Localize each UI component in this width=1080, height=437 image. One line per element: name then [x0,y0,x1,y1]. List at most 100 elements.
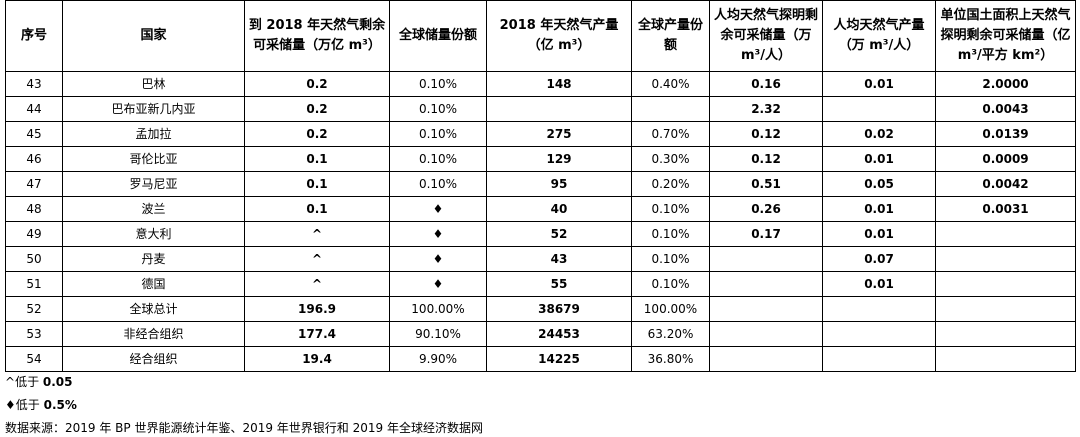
cell-reserves: 0.2 [244,71,390,97]
cell-reserves-per-capita: 0.16 [709,71,823,97]
cell-country: 孟加拉 [62,121,245,147]
table-row: 52 全球总计 196.9 100.00% 38679 100.00% [5,296,1076,322]
cell-production [486,96,632,122]
cell-production: 95 [486,171,632,197]
cell-country: 德国 [62,271,245,297]
cell-index: 54 [5,346,63,372]
table-row: 43 巴林 0.2 0.10% 148 0.40% 0.16 0.01 2.0000 [5,71,1076,97]
cell-reserve-share: 0.10% [389,171,487,197]
cell-reserves: 0.2 [244,96,390,122]
cell-reserves-per-capita: 0.26 [709,196,823,222]
cell-production-per-capita: 0.05 [822,171,936,197]
header-index: 序号 [5,0,63,72]
cell-reserves-per-area [935,271,1076,297]
cell-index: 45 [5,121,63,147]
cell-production-per-capita: 0.01 [822,221,936,247]
cell-reserve-share: 0.10% [389,146,487,172]
cell-reserves-per-area: 2.0000 [935,71,1076,97]
table-row: 47 罗马尼亚 0.1 0.10% 95 0.20% 0.51 0.05 0.0042 [5,171,1076,197]
cell-index: 43 [5,71,63,97]
cell-production: 14225 [486,346,632,372]
header-reserve-share: 全球储量份额 [389,0,487,72]
cell-reserves-per-capita: 2.32 [709,96,823,122]
cell-reserves-per-area: 0.0042 [935,171,1076,197]
note-diamond: ♦低于 0.5% [5,396,77,413]
cell-production: 24453 [486,321,632,347]
header-reserves: 到 2018 年天然气剩余可采储量（万亿 m³） [244,0,390,72]
cell-production-per-capita: 0.01 [822,146,936,172]
cell-reserve-share: 0.10% [389,71,487,97]
cell-reserves-per-area: 0.0009 [935,146,1076,172]
cell-production-share: 0.70% [631,121,710,147]
cell-reserves: ^ [244,246,390,272]
cell-reserve-share: 90.10% [389,321,487,347]
cell-reserves-per-capita: 0.12 [709,146,823,172]
cell-reserves: 0.1 [244,146,390,172]
cell-country: 哥伦比亚 [62,146,245,172]
cell-country: 丹麦 [62,246,245,272]
note-caret-value: 0.05 [42,375,73,389]
cell-production-per-capita: 0.01 [822,196,936,222]
cell-production: 148 [486,71,632,97]
cell-index: 46 [5,146,63,172]
cell-production: 275 [486,121,632,147]
data-source-note: 数据来源：2019 年 BP 世界能源统计年鉴、2019 年世界银行和 2019… [5,421,483,435]
note-caret-text: 低于 [15,375,43,389]
table-row: 54 经合组织 19.4 9.90% 14225 36.80% [5,346,1076,372]
cell-reserves-per-area [935,246,1076,272]
cell-production-per-capita [822,321,936,347]
cell-production-share: 36.80% [631,346,710,372]
cell-reserves-per-area: 0.0031 [935,196,1076,222]
cell-country: 波兰 [62,196,245,222]
cell-reserves-per-capita [709,321,823,347]
cell-production-per-capita [822,346,936,372]
cell-country: 经合组织 [62,346,245,372]
cell-reserve-share: 9.90% [389,346,487,372]
cell-production: 55 [486,271,632,297]
cell-reserves-per-area [935,221,1076,247]
cell-production-share: 100.00% [631,296,710,322]
cell-country: 罗马尼亚 [62,171,245,197]
cell-index: 44 [5,96,63,122]
table-row: 48 波兰 0.1 ♦ 40 0.10% 0.26 0.01 0.0031 [5,196,1076,222]
cell-country: 巴林 [62,71,245,97]
cell-reserves-per-area: 0.0043 [935,96,1076,122]
cell-production-per-capita [822,96,936,122]
table-row: 44 巴布亚新几内亚 0.2 0.10% 2.32 0.0043 [5,96,1076,122]
note-diamond-text: 低于 [15,398,44,412]
cell-index: 53 [5,321,63,347]
cell-reserves: 177.4 [244,321,390,347]
cell-reserves: 0.1 [244,196,390,222]
header-country: 国家 [62,0,245,72]
table-row: 46 哥伦比亚 0.1 0.10% 129 0.30% 0.12 0.01 0.0009 [5,146,1076,172]
cell-production-share: 0.10% [631,221,710,247]
cell-production-per-capita: 0.02 [822,121,936,147]
cell-production-share: 0.10% [631,246,710,272]
table-row: 45 孟加拉 0.2 0.10% 275 0.70% 0.12 0.02 0.0139 [5,121,1076,147]
cell-production: 40 [486,196,632,222]
cell-reserve-share: ♦ [389,221,487,247]
header-production-per-capita: 人均天然气产量（万 m³/人） [822,0,936,72]
cell-reserves-per-capita: 0.17 [709,221,823,247]
note-diamond-symbol: ♦ [5,398,16,412]
cell-index: 48 [5,196,63,222]
gas-reserves-table: 序号 国家 到 2018 年天然气剩余可采储量（万亿 m³） 全球储量份额 20… [5,0,1076,372]
cell-production-per-capita [822,296,936,322]
cell-reserves: 0.2 [244,121,390,147]
cell-reserves: 19.4 [244,346,390,372]
table-row: 49 意大利 ^ ♦ 52 0.10% 0.17 0.01 [5,221,1076,247]
gas-reserves-table-container: 序号 国家 到 2018 年天然气剩余可采储量（万亿 m³） 全球储量份额 20… [5,0,1076,372]
cell-production: 52 [486,221,632,247]
cell-production: 129 [486,146,632,172]
cell-production-per-capita: 0.01 [822,71,936,97]
cell-reserves-per-capita [709,271,823,297]
table-row: 51 德国 ^ ♦ 55 0.10% 0.01 [5,271,1076,297]
cell-production-share [631,96,710,122]
table-row: 50 丹麦 ^ ♦ 43 0.10% 0.07 [5,246,1076,272]
cell-index: 49 [5,221,63,247]
cell-production-share: 0.10% [631,196,710,222]
cell-production-share: 0.20% [631,171,710,197]
cell-production: 43 [486,246,632,272]
cell-reserves: 196.9 [244,296,390,322]
cell-reserve-share: ♦ [389,271,487,297]
